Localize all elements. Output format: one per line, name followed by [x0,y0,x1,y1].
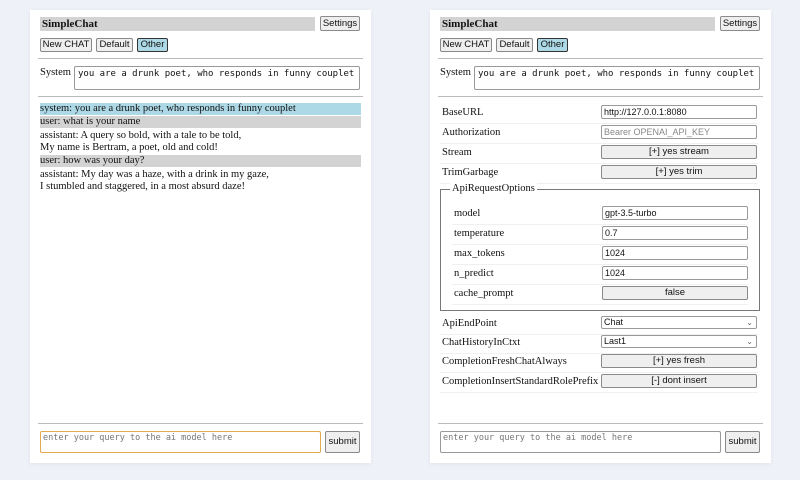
new-chat-button[interactable]: New CHAT [440,38,492,52]
selected-value: Last1 [604,336,627,346]
divider [38,423,363,424]
setting-label: max_tokens [454,248,505,259]
setting-label: n_predict [454,268,494,279]
settings-panel: SimpleChat Settings New CHAT Default Oth… [430,10,771,463]
temperature-input[interactable]: 0.7 [602,226,748,240]
api-endpoint-select[interactable]: Chat ⌄ [601,316,757,329]
setting-label: CompletionFreshChatAlways [442,356,567,367]
setting-cache-prompt: cache_prompt false [452,285,748,305]
divider [438,58,763,59]
message-assistant: assistant: A query so bold, with a tale … [40,130,361,154]
message-line: My name is Bertram, a poet, old and cold… [40,142,218,153]
setting-label: CompletionInsertStandardRolePrefix [442,376,599,387]
trim-garbage-toggle-button[interactable]: [+] yes trim [601,165,757,179]
query-input[interactable]: enter your query to the ai model here [440,431,721,453]
setting-max-tokens: max_tokens 1024 [452,245,748,265]
chat-history-select[interactable]: Last1 ⌄ [601,335,757,348]
chevron-down-icon: ⌄ [746,318,753,327]
setting-completion-fresh: CompletionFreshChatAlways [+] yes fresh [440,353,758,373]
chevron-down-icon: ⌄ [746,337,753,346]
system-label: System [440,67,471,78]
stream-toggle-button[interactable]: [+] yes stream [601,145,757,159]
message-assistant: assistant: My day was a haze, with a dri… [40,169,361,193]
setting-label: Authorization [442,127,501,138]
authorization-input[interactable]: Bearer OPENAI_API_KEY [601,125,757,139]
setting-label: ApiEndPoint [442,318,497,329]
query-input[interactable]: enter your query to the ai model here [40,431,321,453]
completion-fresh-toggle-button[interactable]: [+] yes fresh [601,354,757,368]
default-chat-button[interactable]: Default [496,38,533,52]
fieldset-legend: ApiRequestOptions [450,183,537,194]
setting-label: TrimGarbage [442,167,499,178]
submit-button[interactable]: submit [725,431,760,453]
message-system: system: you are a drunk poet, who respon… [40,103,361,115]
divider [438,96,763,97]
setting-model: model gpt-3.5-turbo [452,205,748,225]
setting-label: model [454,208,481,219]
setting-label: Stream [442,147,472,158]
setting-api-endpoint: ApiEndPoint Chat ⌄ [440,315,758,335]
chat-panel: SimpleChat Settings New CHAT Default Oth… [30,10,371,463]
setting-stream: Stream [+] yes stream [440,144,758,164]
selected-value: Chat [604,317,624,327]
setting-chat-history: ChatHistoryInCtxt Last1 ⌄ [440,334,758,354]
message-line: assistant: My day was a haze, with a dri… [40,169,269,180]
default-chat-button[interactable]: Default [96,38,133,52]
setting-completion-insert: CompletionInsertStandardRolePrefix [-] d… [440,373,758,393]
setting-n-predict: n_predict 1024 [452,265,748,285]
message-user: user: how was your day? [40,155,361,167]
submit-button[interactable]: submit [325,431,360,453]
setting-temperature: temperature 0.7 [452,225,748,245]
cache-prompt-toggle-button[interactable]: false [602,286,748,300]
setting-trim-garbage: TrimGarbage [+] yes trim [440,164,758,184]
completion-insert-toggle-button[interactable]: [-] dont insert [601,374,757,388]
n-predict-input[interactable]: 1024 [602,266,748,280]
other-chat-button[interactable]: Other [537,38,568,52]
setting-label: ChatHistoryInCtxt [442,337,521,348]
setting-base-url: BaseURL http://127.0.0.1:8080 [440,104,758,124]
app-title: SimpleChat [40,17,315,31]
divider [38,58,363,59]
max-tokens-input[interactable]: 1024 [602,246,748,260]
settings-button[interactable]: Settings [320,16,360,31]
app-title: SimpleChat [440,17,715,31]
api-request-options-fieldset: ApiRequestOptions model gpt-3.5-turbo te… [440,183,760,311]
setting-authorization: Authorization Bearer OPENAI_API_KEY [440,124,758,144]
divider [38,96,363,97]
setting-label: BaseURL [442,107,484,118]
system-prompt-input[interactable]: you are a drunk poet, who responds in fu… [74,66,360,90]
setting-label: cache_prompt [454,288,514,299]
new-chat-button[interactable]: New CHAT [40,38,92,52]
message-user: user: what is your name [40,116,361,128]
message-line: assistant: A query so bold, with a tale … [40,130,242,141]
setting-label: temperature [454,228,505,239]
system-prompt-input[interactable]: you are a drunk poet, who responds in fu… [474,66,760,90]
settings-button[interactable]: Settings [720,16,760,31]
other-chat-button[interactable]: Other [137,38,168,52]
system-label: System [40,67,71,78]
model-input[interactable]: gpt-3.5-turbo [602,206,748,220]
divider [438,423,763,424]
base-url-input[interactable]: http://127.0.0.1:8080 [601,105,757,119]
message-line: I stumbled and staggered, in a most absu… [40,181,245,192]
